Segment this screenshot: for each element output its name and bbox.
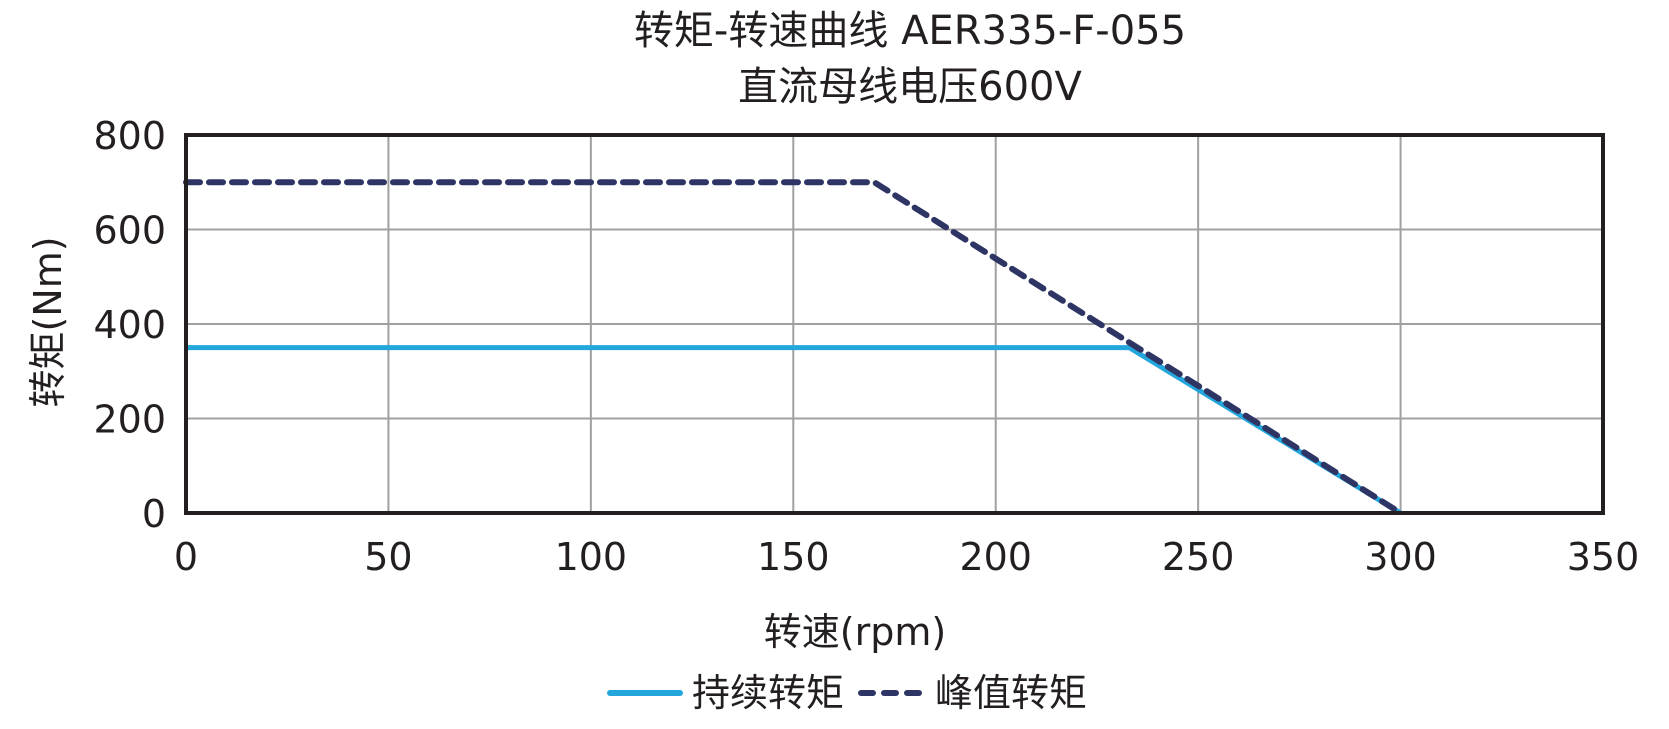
plot-frame [184,133,1605,515]
legend-item-continuous: 持续转矩 [607,668,844,718]
legend-label-continuous: 持续转矩 [692,671,845,715]
series-line-peak [183,179,1404,516]
legend-label-peak: 峰值转矩 [935,671,1088,715]
y-tick-labels: 0 200 400 600 800 [93,114,166,536]
series-lines [183,179,1404,516]
legend: 持续转矩 峰值转矩 [0,668,1669,718]
y-tick-label: 600 [93,209,166,253]
gridlines [186,135,1603,513]
x-tick-labels: 0 50 100 150 200 250 300 350 [174,535,1639,579]
dashed-line-swatch-icon [858,690,926,696]
x-tick-label: 150 [757,535,830,579]
x-tick-label: 350 [1567,535,1640,579]
y-tick-label: 0 [142,492,166,536]
x-tick-label: 250 [1162,535,1235,579]
x-tick-label: 300 [1364,535,1437,579]
continuous-line-swatch-icon [607,690,683,696]
y-axis-label: 转矩(Nm) [26,236,70,408]
y-tick-label: 400 [93,303,166,347]
chart-subtitle: 直流母线电压600V [738,64,1082,110]
x-axis-label: 转速(rpm) [763,610,947,654]
legend-item-peak: 峰值转矩 [857,668,1087,718]
y-tick-label: 800 [93,114,166,158]
y-tick-label: 200 [93,398,166,442]
chart-title: 转矩-转速曲线 AER335-F-055 [633,8,1187,54]
x-tick-label: 200 [959,535,1032,579]
x-tick-label: 0 [174,535,198,579]
x-tick-label: 100 [555,535,628,579]
x-tick-label: 50 [364,535,412,579]
